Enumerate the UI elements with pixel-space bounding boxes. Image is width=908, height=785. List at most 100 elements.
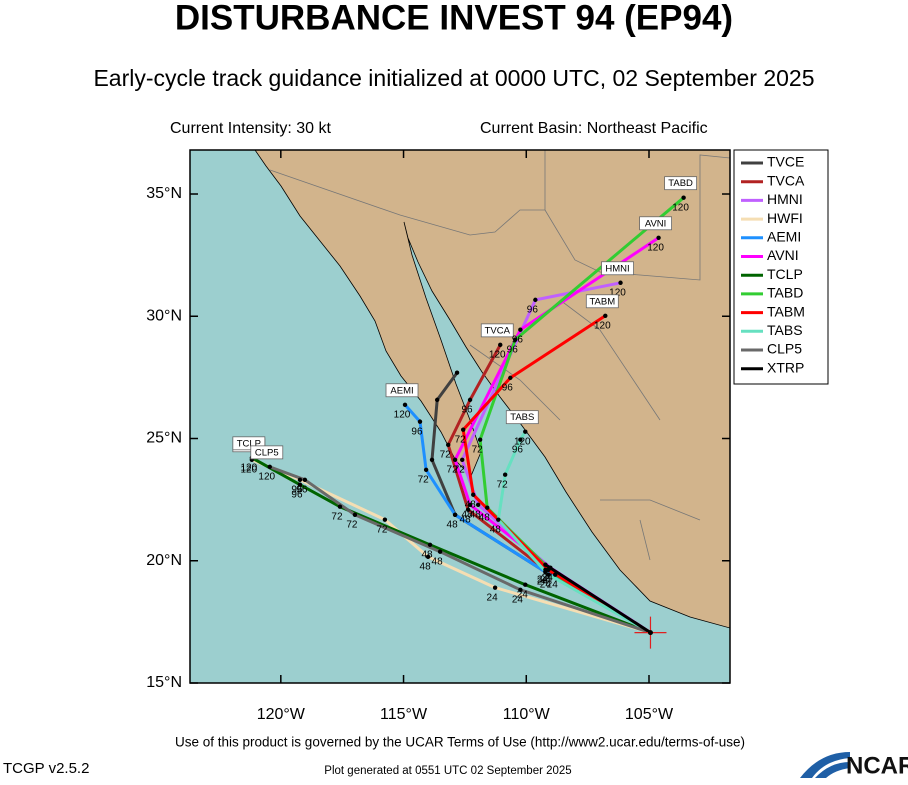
legend-label: AEMI <box>767 229 801 245</box>
y-tick-label: 35°N <box>146 185 182 202</box>
version: TCGP v2.5.2 <box>3 760 89 777</box>
track-point <box>446 442 451 448</box>
hour-label: 96 <box>527 305 539 316</box>
track-point <box>297 477 303 483</box>
hour-label: 24 <box>537 576 549 587</box>
borders <box>269 150 730 561</box>
legend-label: TVCE <box>767 154 804 170</box>
end-label-box <box>505 410 539 425</box>
legend-label: TVCA <box>767 172 805 188</box>
legend-label: AVNI <box>767 247 799 263</box>
y-tick-label: 30°N <box>146 307 182 324</box>
track-point <box>337 504 343 509</box>
basin: Current Basin: Northeast Pacific <box>480 120 708 137</box>
hour-label: 120 <box>394 409 411 420</box>
legend: TVCE TVCA HMNI HWFI AEMI AVNI TCLP TABD TABM TABS… <box>741 154 805 375</box>
hour-label: 96 <box>411 426 423 437</box>
hour-label: 72 <box>455 434 467 445</box>
hour-label: 120 <box>241 464 258 475</box>
track-point <box>267 464 272 470</box>
track <box>251 456 652 635</box>
hour-label: 24 <box>537 574 549 585</box>
hour-label: 120 <box>609 287 626 298</box>
hour-label: 24 <box>547 579 559 590</box>
track-point <box>496 517 501 522</box>
track-point <box>465 507 471 512</box>
track-point <box>508 375 513 381</box>
end-label-box <box>250 445 284 460</box>
hour-label: 48 <box>460 514 472 525</box>
hour-label: 48 <box>432 556 444 567</box>
hour-label: 24 <box>542 572 554 583</box>
track-point <box>382 517 388 522</box>
hour-label: 120 <box>594 320 611 331</box>
hour-label: 24 <box>487 592 499 603</box>
end-label-box <box>639 216 672 231</box>
track-point <box>656 235 661 240</box>
track <box>544 563 652 634</box>
hour-label: 120 <box>241 462 258 473</box>
track-point <box>460 457 465 462</box>
track-point <box>518 587 523 593</box>
hour-label: 96 <box>296 484 308 495</box>
track-point <box>425 554 431 560</box>
track-point <box>546 572 551 577</box>
track-point <box>434 397 440 403</box>
current-dot <box>647 630 653 636</box>
hour-label: 48 <box>447 519 459 530</box>
logo-text: NCAR <box>846 752 908 779</box>
hour-label: 96 <box>512 334 524 345</box>
x-tick-label: 115°W <box>380 706 428 723</box>
end-label: AEMI <box>390 385 413 396</box>
hour-label: 120 <box>647 242 664 253</box>
map-frame <box>189 149 731 684</box>
hour-label: 48 <box>465 499 477 510</box>
legend-label: TCLP <box>767 266 803 282</box>
hour-label: 72 <box>447 464 459 475</box>
hour-label: 72 <box>331 511 343 522</box>
x-tick-label: 120°W <box>257 706 306 723</box>
end-label: AVNI <box>645 218 666 229</box>
track <box>269 465 651 635</box>
end-label: TABS <box>510 412 534 423</box>
track-point <box>603 313 608 318</box>
hour-label: 48 <box>479 512 491 523</box>
hour-label: 24 <box>512 594 524 605</box>
end-label-box <box>601 261 634 276</box>
hour-label: 24 <box>540 574 552 585</box>
legend-label: TABS <box>767 322 803 338</box>
legend-box <box>733 149 829 385</box>
track-point <box>546 567 551 572</box>
y-tick-label: 25°N <box>146 430 182 447</box>
track-point <box>429 457 435 462</box>
track-point <box>352 512 358 517</box>
hour-label: 120 <box>258 472 275 483</box>
track-point <box>460 427 466 432</box>
track-point <box>454 370 460 375</box>
hour-label: 48 <box>420 561 432 572</box>
end-label: HMNI <box>605 263 629 274</box>
legend-label: TABM <box>767 303 805 319</box>
x-tick-label: 110°W <box>503 706 551 723</box>
end-label: TABD <box>668 178 693 189</box>
tracks: 24487296120TVCA24487296120HMNI2448729612… <box>232 176 698 649</box>
end-label: TVCA <box>485 325 511 336</box>
hour-label: 24 <box>517 589 529 600</box>
end-label-box <box>480 323 514 338</box>
track-point <box>475 502 481 507</box>
track-point <box>513 337 518 342</box>
hour-label: 96 <box>512 444 524 455</box>
track-point <box>523 429 528 434</box>
end-label-box <box>585 294 619 309</box>
track-point <box>498 342 503 348</box>
hour-label: 72 <box>440 450 452 461</box>
legend-label: HWFI <box>767 210 803 226</box>
track-point <box>467 502 473 507</box>
track-point <box>452 457 458 462</box>
end-label-box <box>664 176 698 191</box>
track-point <box>467 397 473 403</box>
track-point <box>302 477 308 483</box>
track-point <box>427 542 433 548</box>
hour-label: 24 <box>542 572 554 583</box>
hour-label: 72 <box>418 474 430 485</box>
